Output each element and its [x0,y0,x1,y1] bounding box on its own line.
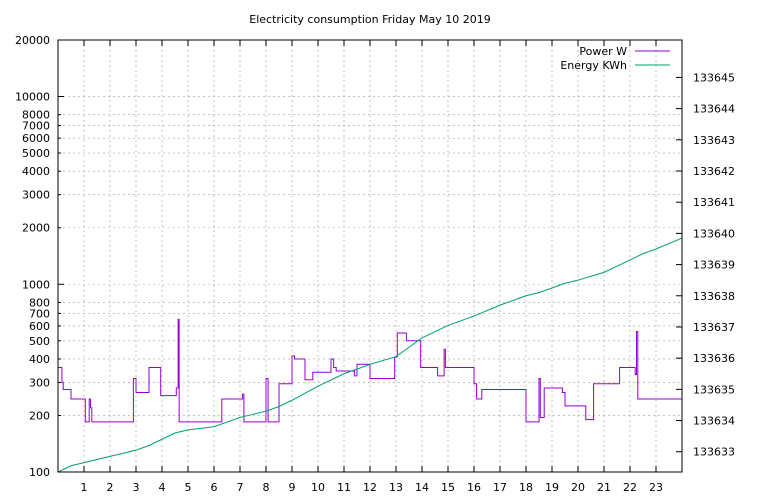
y-tick-label: 7000 [22,120,50,133]
y2-tick-label: 133644 [693,103,735,116]
x-tick-label: 17 [493,481,507,494]
legend-label-power: Power W [579,45,627,58]
y-tick-label: 300 [29,376,50,389]
y-tick-label: 1000 [22,278,50,291]
y2-tick-label: 133643 [693,134,735,147]
x-tick-label: 20 [571,481,585,494]
x-tick-label: 11 [337,481,351,494]
x-tick-label: 10 [311,481,325,494]
x-tick-label: 22 [623,481,637,494]
x-tick-label: 19 [545,481,559,494]
y-tick-label: 600 [29,320,50,333]
grid-lines [58,40,682,472]
plot-frame [57,39,683,473]
x-tick-label: 4 [159,481,166,494]
x-tick-label: 9 [289,481,296,494]
y2-tick-label: 133645 [693,71,735,84]
x-tick-label: 14 [415,481,429,494]
x-tick-label: 16 [467,481,481,494]
series-line-energy [57,237,683,473]
y-tick-label: 3000 [22,189,50,202]
x-tick-label: 23 [649,481,663,494]
legend-label-energy: Energy KWh [560,59,627,72]
y-tick-label: 8000 [22,109,50,122]
axis-ticks: 1 2 3 4 5 6 7 8 9 10 11 12 13 14 15 16 17 18 19 20 21 22 23100… [15,34,735,494]
x-tick-label: 2 [107,481,114,494]
y2-tick-label: 133634 [693,415,735,428]
y2-tick-label: 133642 [693,165,735,178]
y2-tick-label: 133639 [693,259,735,272]
series-line-power [58,318,682,423]
y-tick-label: 20000 [15,34,50,47]
x-tick-label: 12 [363,481,377,494]
y-tick-label: 10000 [15,91,50,104]
x-tick-label: 8 [263,481,270,494]
y-tick-label: 4000 [22,165,50,178]
y2-tick-label: 133640 [693,227,735,240]
x-tick-label: 13 [389,481,403,494]
x-tick-label: 3 [133,481,140,494]
x-tick-label: 21 [597,481,611,494]
y2-tick-label: 133638 [693,290,735,303]
y-tick-label: 800 [29,296,50,309]
x-tick-label: 7 [237,481,244,494]
y2-tick-label: 133635 [693,383,735,396]
y-tick-label: 5000 [22,147,50,160]
x-tick-label: 5 [185,481,192,494]
y-tick-label: 100 [29,466,50,479]
chart-title: Electricity consumption Friday May 10 20… [249,13,490,26]
y2-tick-label: 133637 [693,321,735,334]
y-tick-label: 2000 [22,222,50,235]
series-layer [57,237,683,473]
y2-tick-label: 133636 [693,352,735,365]
y-tick-label: 700 [29,307,50,320]
y-tick-label: 400 [29,353,50,366]
legend: Power W Energy KWh [560,45,670,72]
x-tick-label: 6 [211,481,218,494]
x-tick-label: 1 [81,481,88,494]
y-tick-label: 6000 [22,132,50,145]
y-tick-label: 500 [29,335,50,348]
y2-tick-label: 133633 [693,446,735,459]
y-tick-label: 200 [29,409,50,422]
x-tick-label: 15 [441,481,455,494]
y2-tick-label: 133641 [693,196,735,209]
x-tick-label: 18 [519,481,533,494]
